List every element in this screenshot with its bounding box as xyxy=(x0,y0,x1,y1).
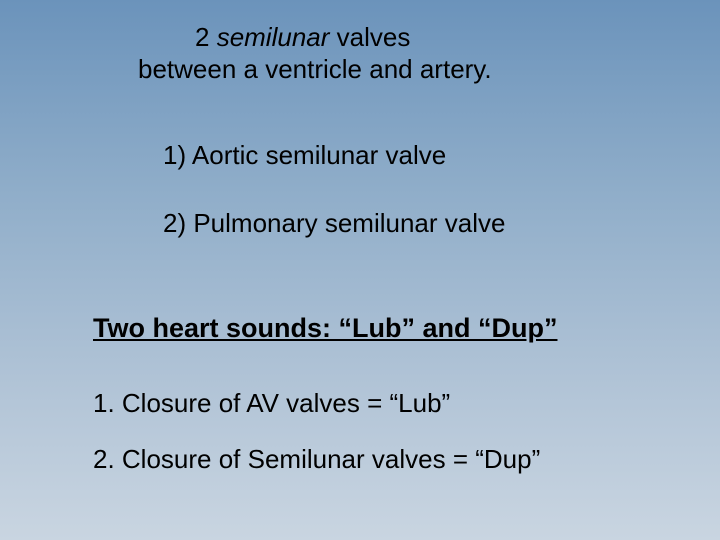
sound-item-2: 2. Closure of Semilunar valves = “Dup” xyxy=(93,444,540,475)
list-item-1: 1) Aortic semilunar valve xyxy=(163,140,446,171)
sound-item-1: 1. Closure of AV valves = “Lub” xyxy=(93,388,450,419)
section-heading: Two heart sounds: “Lub” and “Dup” xyxy=(93,313,557,344)
title-prefix: 2 xyxy=(195,22,217,52)
list-item-2: 2) Pulmonary semilunar valve xyxy=(163,208,505,239)
title-italic: semilunar xyxy=(217,22,330,52)
slide-container: 2 semilunar valves between a ventricle a… xyxy=(0,0,720,540)
title-line-1: 2 semilunar valves xyxy=(195,22,410,53)
title-line-2: between a ventricle and artery. xyxy=(138,54,492,85)
title-suffix: valves xyxy=(329,22,410,52)
